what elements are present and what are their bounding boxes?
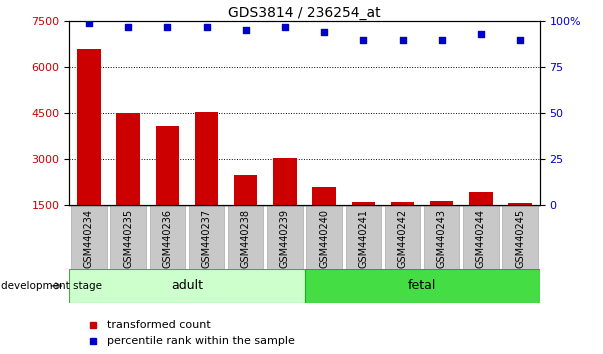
Bar: [305, 269, 540, 303]
Bar: [116, 113, 140, 251]
Point: [201, 24, 212, 30]
Text: transformed count: transformed count: [107, 320, 210, 330]
Bar: [385, 205, 420, 269]
Text: GSM440245: GSM440245: [515, 209, 525, 268]
Bar: [352, 202, 375, 251]
Text: GSM440244: GSM440244: [476, 209, 486, 268]
Text: GSM440237: GSM440237: [201, 209, 212, 268]
Point: [123, 24, 133, 30]
Text: adult: adult: [171, 279, 203, 292]
Bar: [346, 205, 381, 269]
Text: GSM440234: GSM440234: [84, 209, 94, 268]
Text: GSM440239: GSM440239: [280, 209, 290, 268]
Bar: [391, 202, 414, 251]
Point: [320, 29, 329, 35]
Point: [280, 24, 290, 30]
Bar: [306, 205, 342, 269]
Text: GSM440242: GSM440242: [397, 209, 408, 268]
Point: [398, 37, 408, 42]
Text: GSM440235: GSM440235: [123, 209, 133, 268]
Text: GSM440241: GSM440241: [358, 209, 368, 268]
Point: [84, 20, 94, 26]
Bar: [71, 205, 107, 269]
Title: GDS3814 / 236254_at: GDS3814 / 236254_at: [228, 6, 381, 20]
Text: GSM440238: GSM440238: [241, 209, 251, 268]
Bar: [312, 187, 336, 251]
Bar: [502, 205, 538, 269]
Point: [358, 37, 368, 42]
Text: GSM440243: GSM440243: [437, 209, 447, 268]
Bar: [150, 205, 185, 269]
Bar: [273, 158, 297, 251]
Text: percentile rank within the sample: percentile rank within the sample: [107, 336, 295, 346]
Bar: [469, 192, 493, 251]
Text: GSM440240: GSM440240: [319, 209, 329, 268]
Bar: [424, 205, 459, 269]
Bar: [228, 205, 264, 269]
Bar: [69, 269, 305, 303]
Bar: [463, 205, 499, 269]
Bar: [189, 205, 224, 269]
Bar: [267, 205, 303, 269]
Text: development stage: development stage: [1, 281, 101, 291]
Point: [476, 31, 486, 37]
Text: GSM440236: GSM440236: [162, 209, 172, 268]
Bar: [77, 49, 101, 251]
Bar: [234, 175, 257, 251]
Bar: [195, 112, 218, 251]
Point: [437, 37, 446, 42]
Bar: [430, 201, 453, 251]
Point: [515, 37, 525, 42]
Bar: [156, 126, 179, 251]
Bar: [508, 203, 532, 251]
Bar: [110, 205, 146, 269]
Text: fetal: fetal: [408, 279, 437, 292]
Point: [241, 28, 251, 33]
Point: [162, 24, 172, 30]
